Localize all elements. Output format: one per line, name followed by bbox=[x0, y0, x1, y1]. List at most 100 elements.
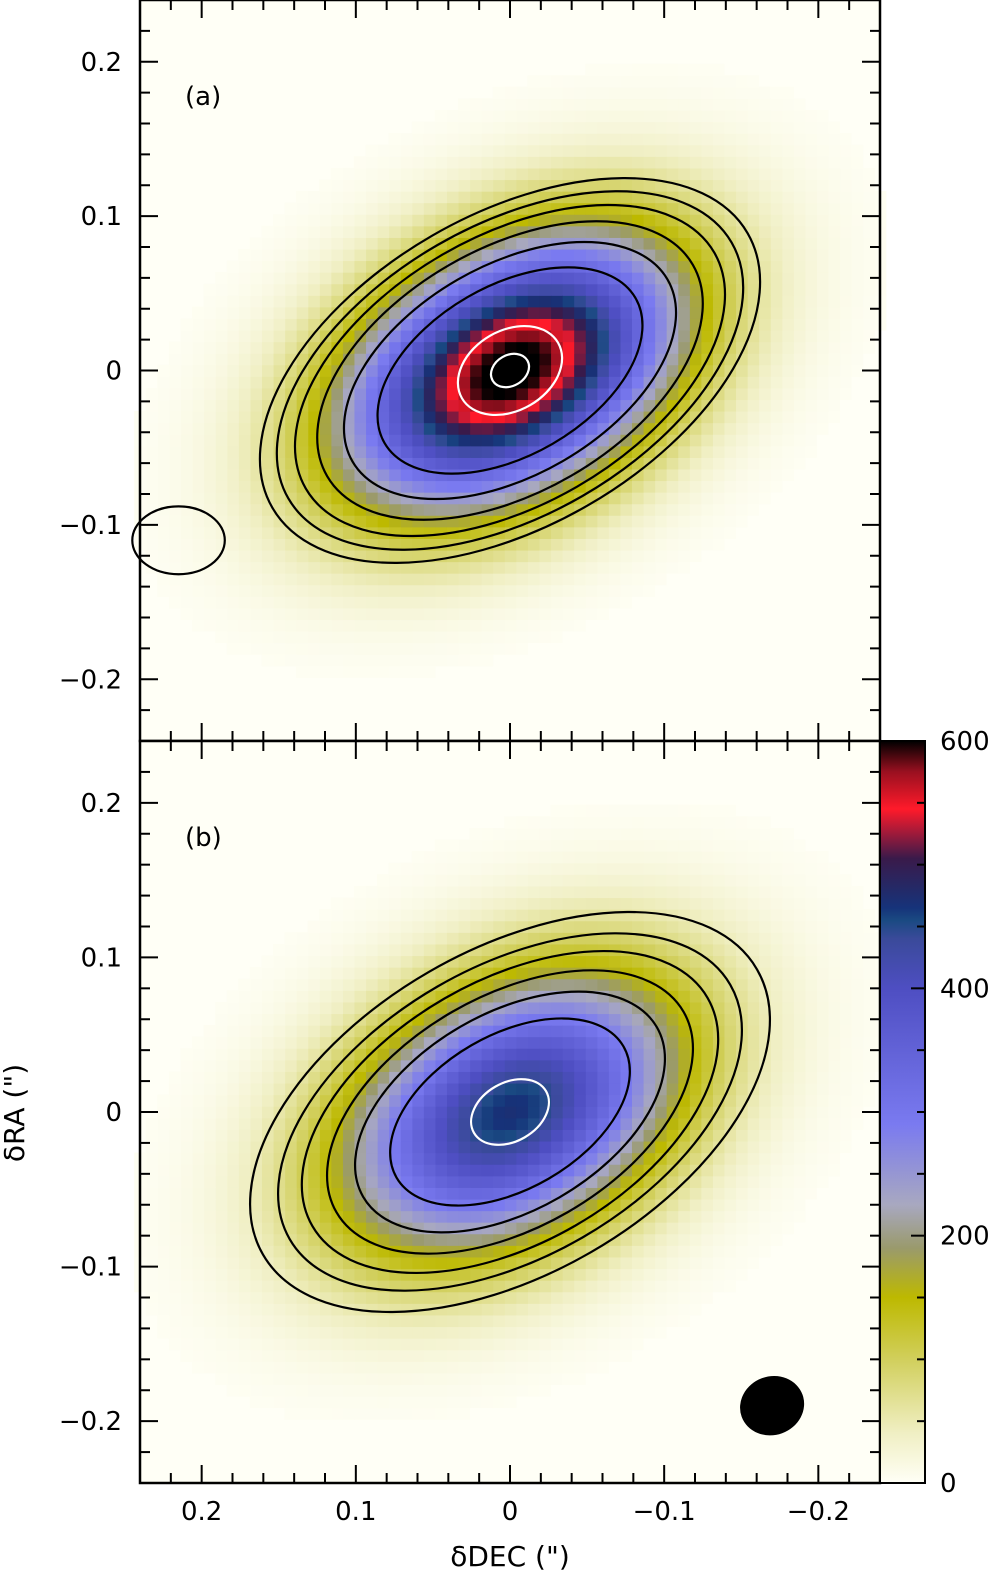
heatmap-cell bbox=[446, 283, 459, 296]
heatmap-cell bbox=[573, 364, 586, 377]
heatmap-cell bbox=[307, 283, 320, 296]
heatmap-cell bbox=[747, 434, 760, 447]
heatmap-cell bbox=[770, 434, 783, 447]
heatmap-cell bbox=[689, 1210, 702, 1223]
heatmap-cell bbox=[723, 1094, 737, 1107]
heatmap-cell bbox=[804, 237, 817, 250]
heatmap-cell bbox=[434, 1407, 447, 1420]
heatmap-cell bbox=[573, 1372, 586, 1386]
heatmap-cell bbox=[296, 272, 309, 285]
heatmap-cell bbox=[585, 468, 598, 482]
heatmap-cell bbox=[469, 1349, 482, 1362]
heatmap-cell bbox=[307, 1001, 320, 1015]
heatmap-cell bbox=[492, 1117, 505, 1130]
heatmap-cell bbox=[608, 816, 621, 829]
heatmap-cell bbox=[319, 225, 332, 238]
heatmap-cell bbox=[666, 1048, 679, 1061]
heatmap-cell bbox=[712, 306, 725, 319]
heatmap-cell bbox=[596, 330, 609, 343]
heatmap-cell bbox=[504, 1175, 517, 1188]
heatmap-cell bbox=[700, 1036, 713, 1049]
heatmap-cell bbox=[747, 1187, 760, 1200]
heatmap-cell bbox=[296, 619, 309, 632]
heatmap-cell bbox=[527, 816, 540, 829]
heatmap-cell bbox=[307, 468, 320, 482]
heatmap-cell bbox=[793, 1083, 806, 1096]
heatmap-cell bbox=[677, 550, 690, 563]
heatmap-cell bbox=[319, 573, 332, 586]
heatmap-cell bbox=[573, 804, 586, 817]
heatmap-cell bbox=[273, 318, 286, 331]
heatmap-cell bbox=[492, 1141, 505, 1154]
heatmap-cell bbox=[180, 515, 193, 528]
heatmap-cell bbox=[700, 86, 713, 99]
heatmap-cell bbox=[515, 260, 528, 273]
heatmap-cell bbox=[492, 445, 505, 458]
heatmap-cell bbox=[538, 596, 552, 609]
heatmap-cell bbox=[712, 144, 725, 157]
heatmap-cell bbox=[446, 260, 459, 273]
heatmap-cell bbox=[596, 1117, 609, 1130]
heatmap-cell bbox=[296, 1001, 309, 1015]
heatmap-cell bbox=[747, 283, 760, 296]
heatmap-cell bbox=[515, 1349, 528, 1362]
heatmap-cell bbox=[469, 932, 482, 945]
heatmap-cell bbox=[689, 839, 702, 852]
heatmap-cell bbox=[469, 967, 482, 980]
heatmap-cell bbox=[677, 1245, 690, 1258]
heatmap-cell bbox=[249, 364, 262, 377]
heatmap-cell bbox=[781, 1094, 794, 1107]
heatmap-cell bbox=[596, 1001, 609, 1015]
heatmap-cell bbox=[677, 1210, 690, 1223]
heatmap-cell bbox=[515, 1025, 528, 1038]
heatmap-cell bbox=[330, 1361, 343, 1374]
heatmap-cell bbox=[400, 1199, 413, 1212]
heatmap-cell bbox=[816, 978, 829, 991]
heatmap-cell bbox=[388, 897, 401, 910]
heatmap-cell bbox=[249, 1141, 262, 1154]
heatmap-cell bbox=[434, 202, 447, 215]
heatmap-cell bbox=[342, 978, 355, 991]
heatmap-cell bbox=[839, 967, 852, 980]
heatmap-cell bbox=[238, 550, 251, 563]
heatmap-cell bbox=[654, 330, 667, 343]
heatmap-cell bbox=[157, 434, 170, 447]
heatmap-cell bbox=[319, 364, 332, 377]
heatmap-cell bbox=[515, 1268, 528, 1281]
heatmap-cell bbox=[758, 214, 771, 227]
heatmap-cell bbox=[446, 1094, 459, 1107]
heatmap-cell bbox=[180, 376, 193, 389]
heatmap-cell bbox=[677, 330, 690, 343]
heatmap-cell bbox=[481, 468, 494, 482]
heatmap-cell bbox=[747, 1245, 760, 1258]
heatmap-cell bbox=[619, 1175, 632, 1188]
heatmap-cell bbox=[816, 214, 829, 227]
heatmap-cell bbox=[828, 1094, 841, 1107]
heatmap-cell bbox=[631, 63, 644, 76]
heatmap-cell bbox=[284, 1245, 297, 1258]
heatmap-cell bbox=[828, 909, 841, 922]
heatmap-cell bbox=[631, 110, 644, 123]
heatmap-cell bbox=[677, 110, 690, 123]
heatmap-cell bbox=[365, 202, 378, 215]
heatmap-cell bbox=[238, 364, 251, 377]
heatmap-cell bbox=[411, 851, 424, 864]
heatmap-cell bbox=[770, 920, 783, 933]
heatmap-cell bbox=[319, 1245, 332, 1258]
heatmap-cell bbox=[330, 492, 343, 505]
heatmap-cell bbox=[631, 1326, 644, 1339]
heatmap-cell bbox=[261, 550, 274, 563]
heatmap-cell bbox=[747, 920, 760, 933]
heatmap-cell bbox=[411, 1117, 424, 1130]
heatmap-cell bbox=[249, 272, 262, 285]
heatmap-cell bbox=[828, 1152, 841, 1165]
heatmap-cell bbox=[284, 654, 297, 667]
heatmap-cell bbox=[284, 1083, 297, 1096]
heatmap-cell bbox=[712, 503, 725, 516]
heatmap-cell bbox=[643, 167, 656, 181]
heatmap-cell bbox=[330, 584, 343, 597]
heatmap-cell bbox=[377, 932, 390, 945]
heatmap-cell bbox=[492, 1048, 505, 1061]
heatmap-cell bbox=[319, 248, 332, 262]
heatmap-cell bbox=[226, 515, 239, 528]
